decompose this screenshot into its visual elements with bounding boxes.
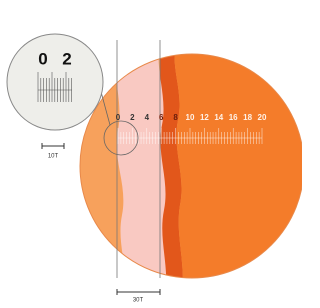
scale-number: 8 <box>173 113 178 122</box>
scale-number: 10 <box>186 113 195 122</box>
scale-number: 12 <box>200 113 209 122</box>
scale-number: 18 <box>243 113 252 122</box>
scale-number: 4 <box>145 113 150 122</box>
scale-number: 6 <box>159 113 164 122</box>
scale-number: 16 <box>229 113 238 122</box>
specimen-disc <box>70 40 302 300</box>
inset-label: 2 <box>62 49 71 68</box>
scale-label: 10T <box>48 154 59 160</box>
orange-zone <box>174 40 302 300</box>
scale-label: 30T <box>133 298 144 304</box>
pink-zone <box>115 40 166 300</box>
scale-number: 2 <box>130 113 135 122</box>
scale-number: 20 <box>258 113 267 122</box>
scale-number: 14 <box>214 113 223 122</box>
inset-label: 0 <box>38 49 47 68</box>
